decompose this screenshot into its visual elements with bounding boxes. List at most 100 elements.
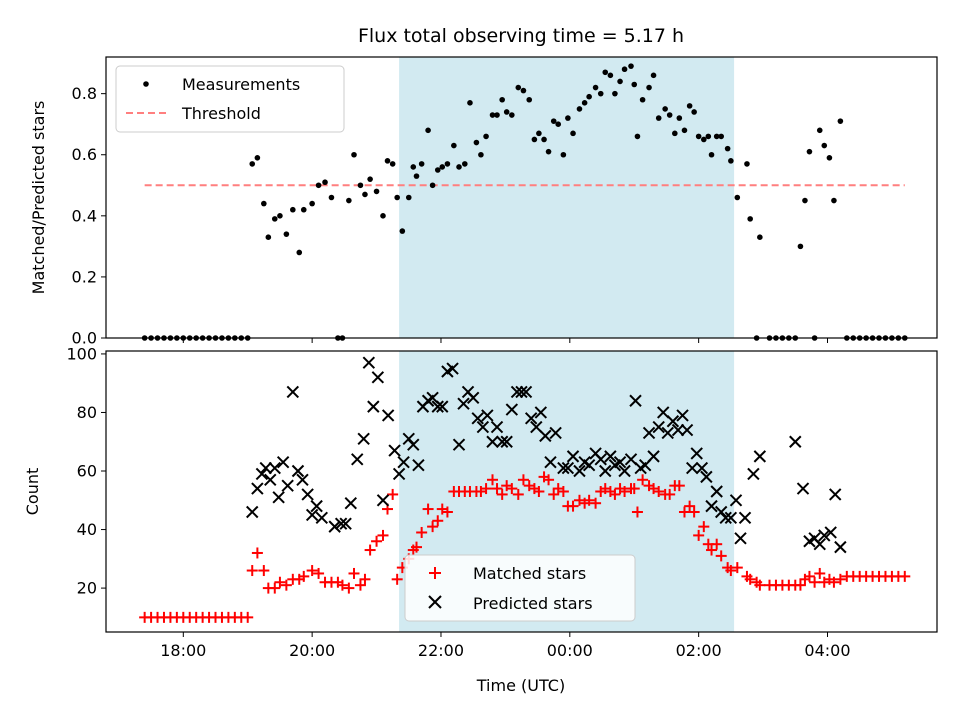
measurement-point <box>728 158 734 164</box>
predicted-star-point <box>357 432 370 446</box>
predicted-star-point <box>272 491 285 504</box>
matched-star-point <box>274 576 286 588</box>
predicted-star-point <box>738 511 752 525</box>
measurement-point <box>456 164 462 170</box>
predicted-star-point <box>753 450 767 463</box>
y-tick-label: 0.2 <box>72 267 97 286</box>
predicted-star-point <box>426 391 439 405</box>
predicted-star-point <box>344 497 357 510</box>
matched-star-point <box>693 529 705 541</box>
matched-star-point <box>631 506 643 518</box>
matched-star-point <box>628 483 640 495</box>
predicted-star-point <box>495 435 509 448</box>
predicted-star-point <box>549 426 562 440</box>
measurement-point <box>526 96 533 103</box>
predicted-star-point <box>310 499 323 513</box>
measurement-point <box>389 161 396 167</box>
matched-star-point <box>664 488 676 500</box>
legend-top: Measurements Threshold <box>115 65 345 133</box>
measurement-point <box>328 194 335 201</box>
predicted-star-point <box>301 488 314 501</box>
predicted-star-point <box>392 467 406 481</box>
measurement-point <box>429 182 436 189</box>
predicted-star-point <box>671 423 685 437</box>
predicted-star-point <box>544 456 557 469</box>
predicted-star-point <box>276 456 290 469</box>
measurement-point <box>373 188 380 195</box>
measurement-point <box>681 127 688 134</box>
matched-star-point <box>422 503 434 515</box>
predicted-star-point <box>519 385 533 399</box>
legend-box-bottom <box>404 554 636 622</box>
matched-star-point <box>533 486 545 497</box>
matched-star-point <box>557 486 569 497</box>
matched-star-point <box>794 579 806 591</box>
measurement-point <box>283 231 290 237</box>
measurement-point <box>816 127 823 134</box>
matched-star-point <box>543 474 555 486</box>
predicted-star-point <box>599 464 612 478</box>
measurement-point <box>837 118 844 124</box>
predicted-star-point <box>407 438 420 451</box>
predicted-star-point <box>246 505 259 519</box>
legend-box-top <box>115 65 345 133</box>
measurement-point <box>277 213 283 219</box>
measurement-point <box>708 151 715 158</box>
matched-star-point <box>517 474 529 486</box>
predicted-star-point <box>690 447 703 460</box>
matched-star-point <box>715 550 727 562</box>
predicted-star-point <box>339 517 352 530</box>
matched-star-point <box>359 573 371 585</box>
predicted-star-point <box>255 467 269 481</box>
predicted-star-point <box>515 385 528 399</box>
matched-star-point <box>698 521 710 533</box>
predicted-star-point <box>431 400 444 413</box>
measurement-point <box>405 194 412 201</box>
predicted-star-point <box>281 479 294 492</box>
matched-star-point <box>269 582 281 594</box>
matched-star-point <box>313 567 325 579</box>
matched-star-point <box>583 494 595 506</box>
legend-label-threshold: Threshold <box>181 104 261 123</box>
predicted-star-point <box>700 470 713 484</box>
predicted-star-point <box>452 438 466 451</box>
predicted-star-point <box>729 494 743 507</box>
predicted-star-point <box>539 429 552 443</box>
measurement-point <box>315 182 322 189</box>
x-ticks-top <box>182 338 828 343</box>
predicted-star-point <box>362 356 376 369</box>
measurement-point <box>434 167 441 173</box>
x-tick-label: 04:00 <box>804 641 850 660</box>
measurement-point <box>296 249 303 256</box>
measurement-point <box>821 142 828 149</box>
predicted-star-point <box>557 461 570 475</box>
measurement-point <box>724 145 731 152</box>
predicted-star-point <box>305 508 319 522</box>
measurement-point <box>489 112 496 118</box>
measurement-point <box>483 133 489 140</box>
predicted-star-point <box>676 409 689 422</box>
measurement-point <box>536 130 542 137</box>
matched-star-point <box>512 488 524 500</box>
measurement-point <box>628 63 634 69</box>
measurement-point <box>602 69 609 76</box>
predicted-star-point <box>566 450 580 463</box>
y-tick-label: 0.4 <box>72 206 97 225</box>
predicted-star-point <box>829 488 842 501</box>
measurement-point <box>672 130 678 137</box>
matched-star-point <box>706 544 718 556</box>
predicted-star-point <box>594 453 607 466</box>
y-tick-label: 100 <box>66 344 97 363</box>
legend-label-predicted: Predicted stars <box>473 594 593 613</box>
predicted-star-point <box>573 464 586 478</box>
measurement-point <box>357 182 364 189</box>
matched-star-point <box>364 544 376 556</box>
predicted-star-point <box>686 461 699 475</box>
measurement-point <box>757 234 763 241</box>
matched-star-point <box>371 535 383 547</box>
predicted-star-point <box>524 412 538 425</box>
legend-bottom: Matched stars Predicted stars <box>404 554 636 622</box>
measurement-point <box>705 133 712 140</box>
predicted-star-point <box>680 423 694 437</box>
matched-star-point <box>653 486 665 497</box>
